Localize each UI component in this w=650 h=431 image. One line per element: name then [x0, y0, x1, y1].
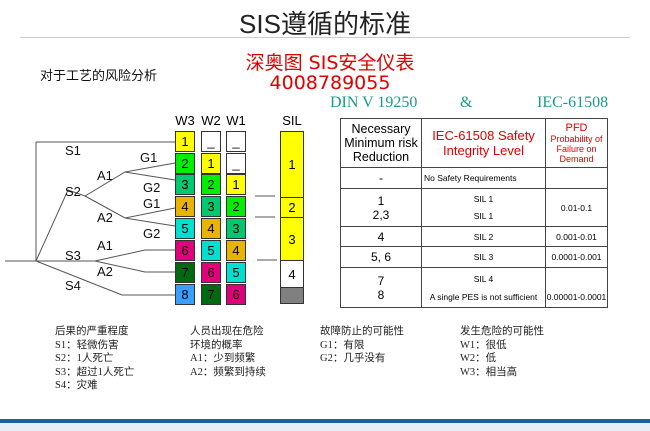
cell: -	[340, 167, 422, 189]
footer-bar	[0, 419, 650, 423]
legend-group: 人员出现在危险 环境的概率 A1：少到频繁 A2：频繁到持续	[190, 325, 266, 379]
column-header-w3: W3	[175, 113, 195, 128]
tree-label: A2	[97, 264, 113, 279]
legend-title: 故障防止的可能性	[320, 326, 404, 337]
sil-cell: 3	[280, 217, 304, 261]
column-header-w1: W1	[226, 113, 246, 128]
legend-item: G2：几乎没有	[320, 353, 386, 364]
cell: A single PES is not sufficient	[429, 291, 538, 302]
cell	[545, 167, 608, 189]
legend-group: 故障防止的可能性 G1：有限 G2：几乎没有	[320, 325, 404, 366]
cell: 0.0001-0.001	[545, 246, 608, 268]
w3-cell: 6	[175, 240, 195, 261]
header-pfd: PFD	[565, 122, 588, 134]
w1-cell: 4	[226, 240, 246, 261]
w2-cell: 1	[201, 153, 221, 174]
cell: SIL 3	[421, 246, 546, 268]
cell: 1	[377, 193, 385, 208]
w1-cell: 1	[226, 174, 246, 195]
legend-item: S2：1人死亡	[55, 353, 114, 364]
w3-cell: 8	[175, 284, 195, 305]
w2-cell: 3	[201, 196, 221, 217]
footer-bar-light	[0, 423, 650, 431]
tree-label: G2	[143, 180, 161, 195]
w2-cell: 2	[201, 174, 221, 195]
w3-cell: 1	[175, 131, 195, 152]
tree-label: A1	[97, 238, 113, 253]
cell: SIL 4	[473, 273, 494, 284]
header-sil: IEC-61508 Safety Integrity Level	[421, 118, 546, 168]
standard-iec: IEC-61508	[537, 94, 609, 111]
promo-line2: 4008789055	[269, 72, 391, 94]
w2-cell: 7	[201, 284, 221, 305]
standard-amp: &	[460, 94, 473, 111]
legend-group: 后果的严重程度 S1：轻微伤害 S2：1人死亡 S3：超过1人死亡 S4：灾难	[55, 325, 134, 393]
title-underline	[20, 37, 630, 38]
cell: SIL 1	[473, 210, 494, 221]
w3-cell: 7	[175, 262, 195, 283]
sil-cell: 1	[280, 131, 304, 198]
w2-cell: 5	[201, 240, 221, 261]
column-header-w2: W2	[201, 113, 221, 128]
tree-label: G2	[143, 226, 161, 241]
w1-cell: _	[226, 153, 246, 174]
legend-item: G1：有限	[320, 339, 365, 351]
legend-item: W3：相当高	[460, 366, 518, 378]
page-title: SIS遵循的标准	[239, 9, 411, 39]
tree-label: S1	[65, 143, 81, 158]
legend-item: W1：很低	[460, 339, 507, 351]
cell: 0.001-0.01	[545, 226, 608, 247]
tree-label: S3	[65, 248, 81, 263]
tree-label: S4	[65, 278, 81, 293]
tree-label: G1	[143, 196, 161, 211]
legend-item: W2：低	[460, 353, 497, 364]
tree-label: A2	[97, 210, 113, 225]
sil-cell: 2	[280, 197, 304, 218]
legend-group: 发生危险的可能性 W1：很低 W2：低 W3：相当高	[460, 325, 544, 379]
tree-label: S2	[65, 184, 81, 199]
w2-cell: _	[201, 131, 221, 152]
legend-title: 发生危险的可能性	[460, 326, 544, 337]
cell: 2,3	[372, 207, 390, 222]
w1-cell: 5	[226, 262, 246, 283]
w2-cell: 4	[201, 218, 221, 239]
w1-cell: 2	[226, 196, 246, 217]
cell: No Safety Requirements	[421, 167, 546, 189]
cell: 0.00001-0.0001	[545, 267, 608, 308]
w3-cell: 2	[175, 153, 195, 174]
sil-cell	[280, 287, 304, 304]
w3-cell: 3	[175, 174, 195, 195]
cell: 4	[340, 226, 422, 247]
cell: 8	[377, 287, 385, 302]
legend-item: S1：轻微伤害	[55, 339, 119, 351]
legend-item: A1：少到频繁	[190, 353, 256, 364]
w1-cell: _	[226, 131, 246, 152]
cell: SIL 1	[473, 193, 494, 204]
legend-item: S3：超过1人死亡	[55, 366, 135, 378]
legend-item: A2：频繁到持续	[190, 366, 266, 378]
cell: 5, 6	[340, 246, 422, 268]
cell: 0.01-0.1	[545, 188, 608, 227]
standard-din: DIN V 19250	[330, 94, 418, 111]
header-pfd-desc: Probability of Failure on Demand	[550, 134, 603, 164]
w3-cell: 5	[175, 218, 195, 239]
legend-title: 后果的严重程度	[55, 326, 129, 337]
cell: SIL 2	[421, 226, 546, 247]
header-reduction: Necessary Minimum risk Reduction	[340, 118, 422, 168]
column-header-sil: SIL	[282, 113, 302, 128]
legend-item: S4：灾难	[55, 380, 98, 391]
w1-cell: 3	[226, 218, 246, 239]
promo-line1: 深奥图 SIS安全仪表	[245, 52, 415, 74]
cell: 7	[377, 273, 385, 288]
tree-label: A1	[97, 168, 113, 183]
w3-cell: 4	[175, 196, 195, 217]
sil-table: Necessary Minimum risk Reduction IEC-615…	[340, 118, 608, 308]
w1-cell: 6	[226, 284, 246, 305]
sil-cell: 4	[280, 260, 304, 288]
tree-label: G1	[140, 150, 158, 165]
subtitle: 对于工艺的风险分析	[40, 68, 158, 83]
w2-cell: 6	[201, 262, 221, 283]
legend-title: 人员出现在危险 环境的概率	[190, 326, 264, 351]
